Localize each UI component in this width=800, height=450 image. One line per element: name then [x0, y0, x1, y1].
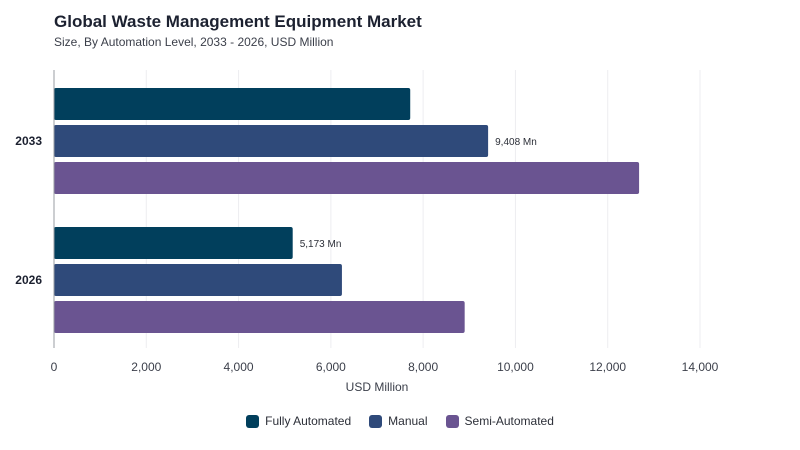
bar [54, 301, 465, 333]
legend-label: Semi-Automated [464, 414, 554, 428]
legend-swatch [369, 414, 383, 428]
bar [54, 88, 411, 120]
category-label: 2033 [15, 134, 42, 148]
x-tick-label: 0 [51, 360, 58, 374]
bar [54, 125, 489, 157]
legend-label: Manual [388, 414, 428, 428]
chart-subtitle: Size, By Automation Level, 2033 - 2026, … [54, 35, 334, 49]
x-tick-label: 14,000 [682, 360, 719, 374]
x-axis-title: USD Million [346, 380, 409, 394]
bar [54, 227, 293, 259]
x-tick-label: 6,000 [316, 360, 346, 374]
chart-title: Global Waste Management Equipment Market [54, 12, 422, 31]
legend-swatch [445, 414, 459, 428]
bar [54, 162, 640, 194]
chart-legend: Fully Automated Manual Semi-Automated [0, 414, 800, 428]
x-tick-label: 10,000 [497, 360, 534, 374]
legend-item[interactable]: Semi-Automated [445, 414, 554, 428]
legend-item[interactable]: Fully Automated [246, 414, 351, 428]
legend-swatch [246, 414, 260, 428]
legend-item[interactable]: Manual [369, 414, 428, 428]
category-label: 2026 [15, 273, 42, 287]
x-tick-label: 8,000 [408, 360, 438, 374]
x-tick-label: 12,000 [589, 360, 626, 374]
data-label: 5,173 Mn [300, 239, 342, 250]
x-tick-label: 4,000 [224, 360, 254, 374]
x-tick-label: 2,000 [131, 360, 161, 374]
legend-label: Fully Automated [265, 414, 352, 428]
bar [54, 264, 342, 296]
data-label: 9,408 Mn [495, 137, 537, 148]
